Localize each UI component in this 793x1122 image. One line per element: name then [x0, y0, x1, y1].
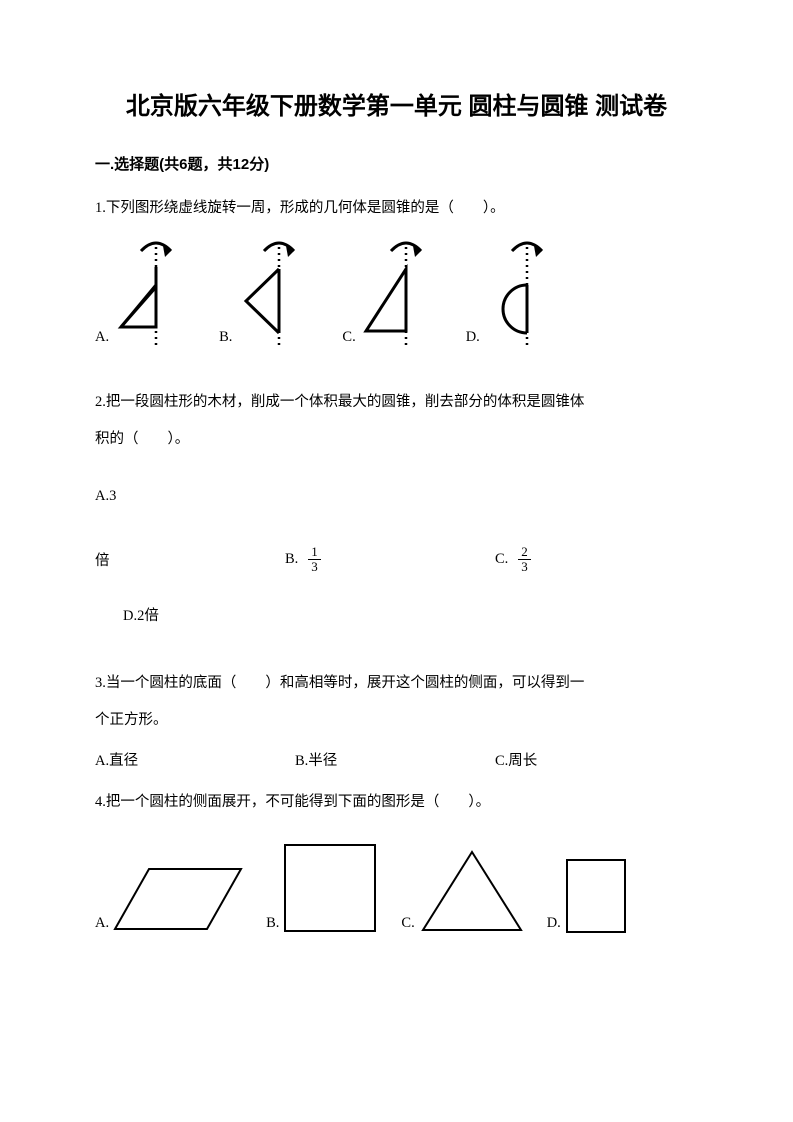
rotation-shape-c [358, 237, 428, 352]
q4-option-b: B. [266, 841, 381, 936]
option-letter: D. [547, 915, 561, 936]
q3-text-line1: 3.当一个圆柱的底面（ ）和高相等时，展开这个圆柱的侧面，可以得到一 [95, 669, 698, 698]
fraction-icon: 2 3 [518, 545, 531, 575]
option-letter: A. [95, 329, 109, 352]
option-letter: D. [466, 329, 480, 352]
parallelogram-icon [111, 861, 246, 936]
q2-options-row: 倍 B. 1 3 C. 2 3 [95, 545, 698, 575]
q2-option-c: C. 2 3 [495, 545, 531, 575]
q1-option-b: B. [219, 237, 304, 352]
q2-option-a: A.3 [95, 488, 698, 505]
q3-option-c: C.周长 [495, 749, 695, 770]
option-letter: B. [266, 915, 279, 936]
triangle-icon [417, 846, 527, 936]
q1-text: 1.下列图形绕虚线旋转一周，形成的几何体是圆锥的是（ ）。 [95, 194, 698, 223]
q1-option-a: A. [95, 237, 181, 352]
q2-bei: 倍 [95, 549, 285, 570]
q1-options: A. B. C. [95, 237, 698, 352]
rectangle-icon [563, 856, 633, 936]
square-icon [281, 841, 381, 936]
q3-option-a: A.直径 [95, 749, 295, 770]
option-letter: B. [285, 551, 298, 568]
rotation-shape-b [234, 237, 304, 352]
option-letter: A. [95, 915, 109, 936]
q4-options: A. B. C. D. [95, 841, 698, 936]
q2-text-line1: 2.把一段圆柱形的木材，削成一个体积最大的圆锥，削去部分的体积是圆锥体 [95, 388, 698, 417]
q4-option-a: A. [95, 861, 246, 936]
denominator: 3 [308, 560, 321, 574]
option-letter: C. [342, 329, 355, 352]
q3-options: A.直径 B.半径 C.周长 [95, 749, 698, 770]
q2-text-line2: 积的（ ）。 [95, 425, 698, 454]
q4-option-d: D. [547, 856, 633, 936]
option-letter: C. [401, 915, 414, 936]
q1-option-c: C. [342, 237, 427, 352]
q2-option-d: D.2倍 [123, 604, 698, 625]
q4-text: 4.把一个圆柱的侧面展开，不可能得到下面的图形是（ ）。 [95, 788, 698, 817]
q4-option-c: C. [401, 846, 526, 936]
q2-option-b: B. 1 3 [285, 545, 495, 575]
q3-text-line2: 个正方形。 [95, 706, 698, 735]
numerator: 1 [308, 545, 321, 560]
q3-option-b: B.半径 [295, 749, 495, 770]
q1-option-d: D. [466, 237, 552, 352]
rotation-shape-a [111, 237, 181, 352]
option-letter: B. [219, 329, 232, 352]
denominator: 3 [518, 560, 531, 574]
rotation-shape-d [482, 237, 552, 352]
fraction-icon: 1 3 [308, 545, 321, 575]
numerator: 2 [518, 545, 531, 560]
page-title: 北京版六年级下册数学第一单元 圆柱与圆锥 测试卷 [95, 90, 698, 125]
section-header: 一.选择题(共6题，共12分) [95, 153, 698, 174]
option-letter: C. [495, 551, 508, 568]
